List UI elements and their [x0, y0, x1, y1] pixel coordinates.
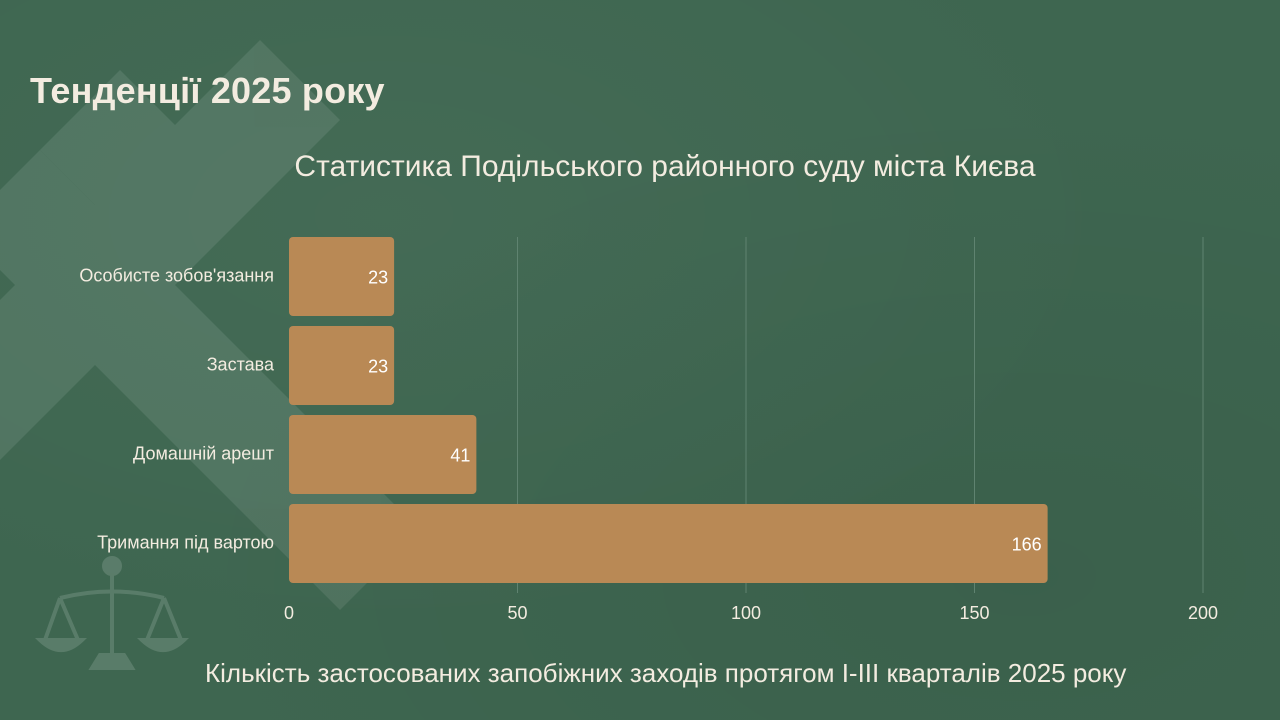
bar — [289, 237, 395, 316]
chart-title: Статистика Подільського районного суду м… — [294, 150, 1036, 183]
bar — [289, 415, 477, 494]
bar-value-label: 166 — [1012, 535, 1042, 555]
bar-value-label: 41 — [450, 446, 470, 466]
scales-of-justice-icon — [34, 556, 190, 670]
x-tick-label: 200 — [1188, 603, 1218, 623]
page-heading: Тенденції 2025 року — [30, 70, 385, 111]
x-tick-label: 150 — [959, 603, 989, 623]
crossed-bars-watermark-icon — [0, 40, 420, 610]
chart-caption: Кількість застосованих запобіжних заході… — [205, 658, 1127, 688]
x-tick-label: 50 — [507, 603, 527, 623]
category-label: Домашній арешт — [133, 444, 274, 464]
category-label: Тримання під вартою — [97, 533, 274, 553]
x-tick-label: 0 — [284, 603, 294, 623]
bar — [289, 504, 1048, 583]
x-tick-label: 100 — [731, 603, 761, 623]
bar-value-label: 23 — [368, 268, 388, 288]
bar-value-label: 23 — [368, 357, 388, 377]
bar — [289, 326, 395, 405]
category-label: Застава — [207, 355, 275, 375]
category-label: Особисте зобов'язання — [79, 266, 274, 286]
